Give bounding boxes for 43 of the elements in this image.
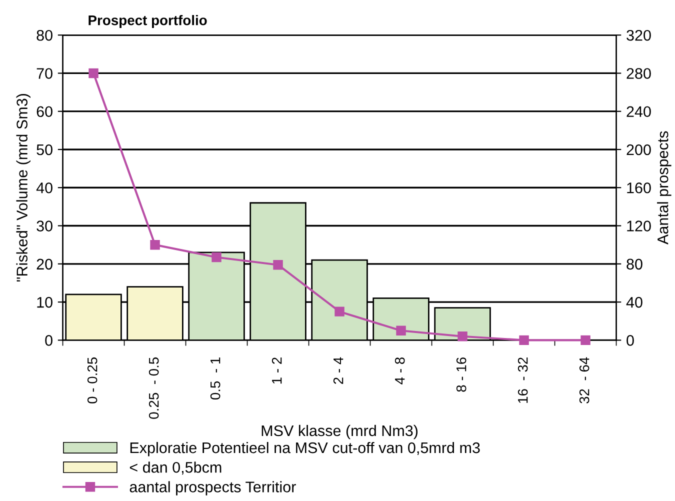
x-tick-label: 1 - 2 xyxy=(272,358,282,384)
point xyxy=(334,306,344,316)
point xyxy=(396,326,406,336)
x-tick-label: 32 - 64 xyxy=(579,357,590,404)
x-tick-label: 0.5 - 1 xyxy=(210,358,220,400)
y-axis-title: "Risked" Volume (mrd Sm3) xyxy=(16,94,30,282)
point xyxy=(580,335,590,346)
legend-label: aantal prospects Territior xyxy=(130,481,296,496)
point xyxy=(519,335,529,346)
y2-tick-label: 280 xyxy=(626,68,651,79)
y2-tick-label: 80 xyxy=(626,258,642,270)
y-tick-label: 30 xyxy=(36,220,52,232)
point xyxy=(88,68,98,78)
point xyxy=(212,252,222,262)
y2-tick-label: 240 xyxy=(626,106,651,118)
point xyxy=(458,332,468,342)
y2-tick-label: 40 xyxy=(626,296,642,308)
x-tick-label: 16 - 32 xyxy=(518,358,528,403)
chart-title: Prospect portfolio xyxy=(88,15,207,28)
x-tick-label: 4 - 8 xyxy=(394,357,405,384)
y2-tick-label: 120 xyxy=(627,220,651,232)
x-tick-label: 8 - 16 xyxy=(456,357,466,392)
y-tick-label: 70 xyxy=(36,68,52,79)
x-tick-label: 0.25 - 0.5 xyxy=(148,357,159,419)
x-tick-label: 2 - 4 xyxy=(333,357,344,384)
y2-tick-label: 160 xyxy=(627,182,651,194)
y2-tick-label: 320 xyxy=(626,30,651,41)
y2-tick-label: 200 xyxy=(626,144,651,156)
y-tick-label: 80 xyxy=(36,30,52,41)
point xyxy=(273,260,283,270)
y-tick-label: 20 xyxy=(36,258,52,270)
x-tick-label: 0 - 0.25 xyxy=(87,357,98,404)
y-tick-label: 10 xyxy=(37,296,52,308)
legend-label: Exploratie Potentieel na MSV cut-off van 0,5mrd m3 xyxy=(130,442,480,456)
y-tick-label: 50 xyxy=(36,144,52,156)
legend-label: < dan 0,5bcm xyxy=(130,462,222,475)
y2-axis-title: Aantal prospects xyxy=(657,131,672,244)
y-tick-label: 60 xyxy=(36,106,52,118)
point xyxy=(150,240,160,250)
x-axis-title: MSV klasse (mrd Nm3) xyxy=(262,424,418,440)
y-tick-label: 0 xyxy=(45,335,52,346)
y-tick-label: 40 xyxy=(36,182,52,194)
y2-tick-label: 0 xyxy=(626,335,634,346)
